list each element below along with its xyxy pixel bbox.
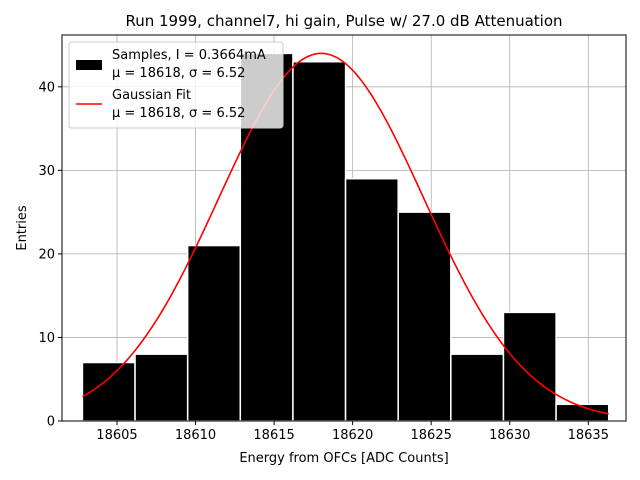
x-tick-label: 18625: [411, 428, 452, 443]
x-axis-ticks: 18605 18610 18615 18620 18625 18630 18635: [96, 421, 609, 443]
legend-samples-name: Samples, I = 0.3664mA: [112, 48, 266, 63]
x-tick-label: 18635: [568, 428, 609, 443]
x-tick-label: 18605: [96, 428, 137, 443]
legend-fit-name: Gaussian Fit: [112, 88, 191, 103]
histogram-bar: [344, 177, 399, 422]
histogram-bar: [292, 60, 347, 422]
x-tick-label: 18610: [175, 428, 216, 443]
histogram-bar: [186, 244, 242, 422]
legend-box: [68, 41, 284, 129]
y-tick-label: 40: [38, 80, 55, 95]
histogram-bar: [502, 311, 557, 422]
histogram-bars: [81, 52, 610, 422]
x-tick-label: 18630: [489, 428, 530, 443]
histogram-bar: [397, 211, 452, 422]
y-axis-label: Entries: [15, 205, 30, 251]
y-tick-label: 0: [47, 415, 55, 430]
gaussian-fit-curve: [82, 52, 609, 415]
chart-title: Run 1999, channel7, hi gain, Pulse w/ 27…: [125, 12, 562, 30]
x-tick-label: 18620: [332, 428, 373, 443]
x-axis-label: Energy from OFCs [ADC Counts]: [239, 451, 448, 466]
legend-samples-stats: μ = 18618, σ = 6.52: [112, 66, 245, 81]
histogram-bar: [450, 353, 505, 422]
histogram-bar: [134, 353, 189, 422]
y-tick-label: 30: [38, 164, 55, 179]
legend-samples-swatch: [76, 60, 102, 70]
y-tick-label: 20: [38, 247, 55, 262]
y-tick-label: 10: [38, 331, 55, 346]
legend: Samples, I = 0.3664mA μ = 18618, σ = 6.5…: [68, 41, 284, 129]
legend-fit-stats: μ = 18618, σ = 6.52: [112, 106, 245, 121]
plot-frame: [61, 34, 627, 422]
y-axis-ticks: 0 10 20 30 40: [38, 80, 62, 430]
x-tick-label: 18615: [253, 428, 294, 443]
